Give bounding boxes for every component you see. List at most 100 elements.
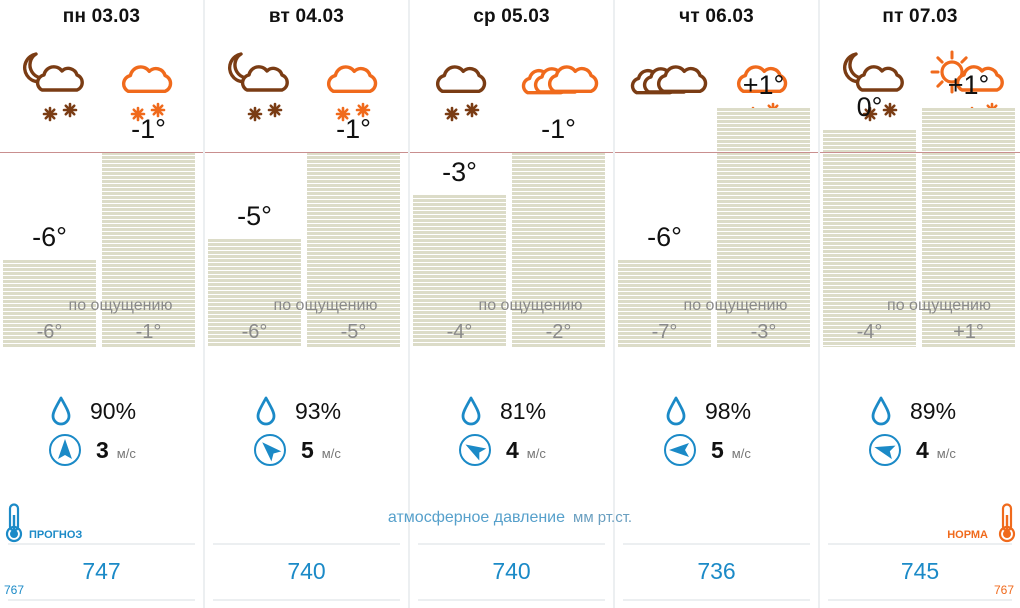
cloud-snow-icon xyxy=(326,65,378,122)
humidity-value: 89% xyxy=(910,397,957,424)
night-temp: -5° xyxy=(237,200,272,231)
day-column: вт 04.03 -5° -1° по ощущению -6° -5° 93%… xyxy=(205,0,410,608)
feels-like-label: по ощущению xyxy=(273,297,378,314)
norm-temp-line xyxy=(205,151,408,153)
norm-temp-line xyxy=(820,151,1020,153)
pressure-divider xyxy=(418,543,605,545)
night-weather-icon xyxy=(834,46,916,132)
pressure-divider xyxy=(8,543,195,545)
pressure-divider-bottom xyxy=(213,599,400,601)
wind-unit: м/с xyxy=(116,445,136,461)
moon-cloud-snow-icon xyxy=(843,52,904,122)
night-temp: -3° xyxy=(442,157,477,188)
night-weather-icon xyxy=(14,46,96,132)
pressure-value: 747 xyxy=(82,558,121,584)
wind-speed: 4 xyxy=(506,436,519,463)
humidity-value: 93% xyxy=(295,397,342,424)
wind: 4 м/с xyxy=(458,433,546,467)
day-weather-icon xyxy=(315,46,397,132)
day-temp-bar xyxy=(717,108,810,347)
night-temp-bar xyxy=(823,130,916,347)
humidity-drop-icon xyxy=(461,396,481,426)
pressure-norm-left: 767 xyxy=(4,583,25,597)
feels-like-night: -7° xyxy=(651,321,678,343)
night-weather-icon xyxy=(424,46,506,132)
humidity-value: 90% xyxy=(90,397,137,424)
feels-like-day: -3° xyxy=(750,321,777,343)
humidity-drop-icon xyxy=(51,396,71,426)
day-date: вт 04.03 xyxy=(268,6,345,27)
day-temp: -1° xyxy=(131,113,166,144)
wind: 5 м/с xyxy=(663,433,751,467)
humidity-drop-icon xyxy=(871,396,891,426)
cloud-snow-icon xyxy=(435,65,487,122)
pressure-divider-bottom xyxy=(828,599,1012,601)
day-temp-bar xyxy=(307,151,400,347)
wind: 4 м/с xyxy=(868,433,956,467)
night-weather-icon xyxy=(219,46,301,132)
feels-like-night: -6° xyxy=(36,321,63,343)
day-column: пт 07.03 0° +1° по ощущению -4° +1° 89% … xyxy=(820,0,1020,608)
forecast-label: ПРОГНОЗ xyxy=(29,529,83,541)
day-temp: -1° xyxy=(541,113,576,144)
wind-direction-icon xyxy=(664,434,696,466)
feels-like-label: по ощущению xyxy=(68,297,173,314)
pressure-divider-bottom xyxy=(623,599,810,601)
night-temp: -6° xyxy=(647,222,682,253)
norm-legend: НОРМА xyxy=(908,503,1018,543)
feels-like-label: по ощущению xyxy=(683,297,788,314)
pressure-divider xyxy=(213,543,400,545)
norm-label: НОРМА xyxy=(947,529,988,541)
day-temp-bar xyxy=(102,151,195,347)
wind-speed: 4 xyxy=(916,436,929,463)
wind-direction-icon xyxy=(254,434,286,466)
feels-like-night: -4° xyxy=(446,321,473,343)
humidity: 81% xyxy=(460,396,546,426)
wind: 3 м/с xyxy=(48,433,136,467)
humidity-drop-icon xyxy=(256,396,276,426)
humidity-value: 81% xyxy=(500,397,547,424)
feels-like-night: -4° xyxy=(856,321,883,343)
day-temp: +1° xyxy=(947,70,990,101)
day-date: пт 07.03 xyxy=(882,6,958,27)
humidity-drop-icon xyxy=(666,396,686,426)
wind-direction-icon xyxy=(459,434,491,466)
night-temp: -6° xyxy=(32,222,67,253)
wind-unit: м/с xyxy=(731,445,751,461)
day-weather-icon xyxy=(520,46,602,132)
norm-temp-line xyxy=(410,151,613,153)
pressure-divider xyxy=(623,543,810,545)
day-column: пн 03.03 -6° -1° по ощущению -6° -1° 90%… xyxy=(0,0,205,608)
feels-like-day: -1° xyxy=(135,321,162,343)
overcast-icon xyxy=(630,65,708,95)
forecast-legend: ПРОГНОЗ xyxy=(3,503,113,543)
wind-unit: м/с xyxy=(321,445,341,461)
humidity: 90% xyxy=(50,396,136,426)
day-column: ср 05.03 -3° -1° по ощущению -4° -2° 81%… xyxy=(410,0,615,608)
thermometer-orange-icon xyxy=(998,503,1016,543)
wind-speed: 3 xyxy=(96,436,109,463)
night-temp-bar xyxy=(208,238,301,347)
norm-temp-line xyxy=(615,151,818,153)
day-date: пн 03.03 xyxy=(62,6,141,27)
norm-temp-line xyxy=(0,151,203,153)
wind-speed: 5 xyxy=(711,436,724,463)
pressure-divider-bottom xyxy=(418,599,605,601)
day-column: чт 06.03 -6° +1° по ощущению -7° -3° 98%… xyxy=(615,0,820,608)
wind-unit: м/с xyxy=(936,445,956,461)
night-weather-icon xyxy=(629,46,711,132)
wind: 5 м/с xyxy=(253,433,341,467)
overcast-icon xyxy=(521,65,599,95)
night-temp: 0° xyxy=(856,92,883,122)
cloud-snow-icon xyxy=(121,65,173,122)
day-date: ср 05.03 xyxy=(473,6,550,27)
day-temp: -1° xyxy=(336,113,371,144)
night-temp-bar xyxy=(3,260,96,347)
feels-like-label: по ощущению xyxy=(478,297,583,314)
thermometer-blue-icon xyxy=(5,503,23,543)
day-weather-icon xyxy=(110,46,192,132)
feels-like-label: по ощущению xyxy=(887,297,991,314)
pressure-value: 740 xyxy=(287,558,326,584)
humidity: 98% xyxy=(665,396,751,426)
